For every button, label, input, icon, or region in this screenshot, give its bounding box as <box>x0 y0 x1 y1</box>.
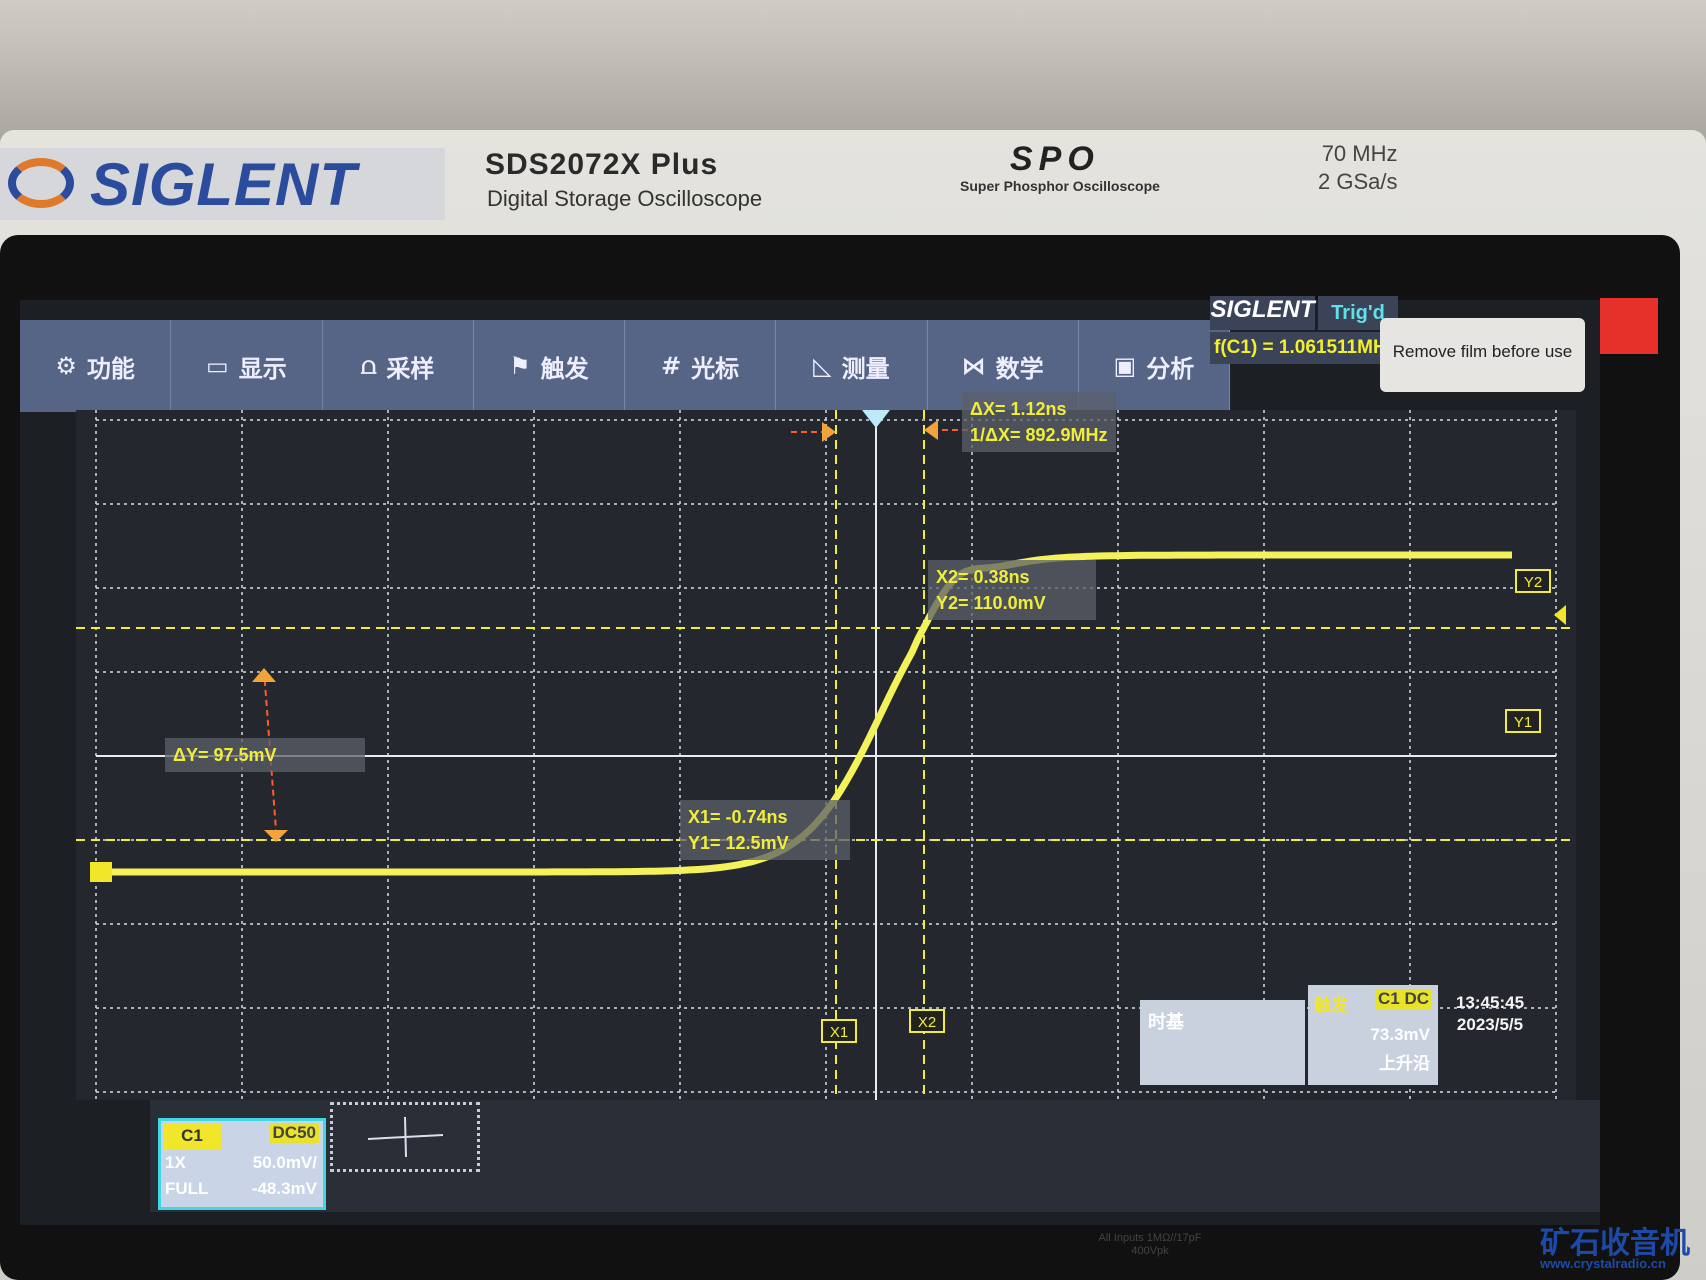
logo-panel <box>0 148 445 220</box>
frequency-counter: f(C1) = 1.061511MHz <box>1210 332 1390 364</box>
trigger-level-marker <box>1554 605 1566 625</box>
menu-label: 测量 <box>841 354 890 383</box>
spo-subtitle: Super Phosphor Oscilloscope <box>960 178 1160 194</box>
watermark-url: www.crystalradio.cn <box>1540 1256 1666 1271</box>
x2-readout: X2= 0.38ns Y2= 110.0mV <box>928 560 1096 620</box>
x2-value: X2= 0.38ns <box>936 567 1030 587</box>
channel-coupling: DC50 <box>269 1123 319 1143</box>
timebase-label: 时基 <box>1148 1012 1184 1033</box>
x1-value: X1= -0.74ns <box>688 807 788 827</box>
gear-icon: ⚙ <box>55 352 77 380</box>
plus-icon <box>367 1116 444 1158</box>
bandwidth-limit: FULL <box>165 1179 209 1198</box>
probe-ratio: 1X <box>165 1153 186 1172</box>
cursor-tag-y2 <box>1515 569 1551 593</box>
measure-triangle-icon: ◺ <box>813 352 832 380</box>
trigger-source: C1 DC <box>1374 989 1432 1009</box>
menu-label: 数学 <box>995 354 1044 383</box>
inputs-rating-label: All Inputs 1MΩ//17pF 400Vpk <box>1098 1232 1202 1257</box>
cursor-tag-label: Y2 <box>1524 574 1542 591</box>
menu-label: 显示 <box>238 354 287 383</box>
trigger-label: 触发 <box>1314 996 1348 1015</box>
channel-1-offset-marker <box>90 862 112 882</box>
menu-label: 触发 <box>540 354 589 383</box>
watermark: 矿石收音机 <box>1540 1226 1690 1261</box>
menu-label: 采样 <box>386 354 435 383</box>
protective-film-label: Remove film before use <box>1380 318 1585 392</box>
display-icon: ▭ <box>206 352 229 380</box>
menu-utility[interactable]: ⚙ 功能 <box>20 320 172 412</box>
film-pull-tab <box>1600 298 1658 354</box>
clock-date: 2023/5/5 <box>1456 1015 1524 1034</box>
background-wall <box>0 0 1706 140</box>
menu-cursors[interactable]: # 光标 <box>625 320 777 412</box>
cursor-tag-label: X1 <box>830 1024 848 1041</box>
bandwidth: 70 MHz <box>1321 141 1398 166</box>
arrow-left-icon <box>924 420 938 440</box>
spec-block: 70 MHz 2 GSa/s <box>1318 140 1397 196</box>
cursor-tag-label: X2 <box>918 1014 936 1031</box>
add-channel-button[interactable] <box>330 1102 480 1172</box>
clock-time: 13:45:45 <box>1455 993 1525 1012</box>
cursor-hash-icon: # <box>661 352 682 380</box>
menu-trigger[interactable]: ⚑ 触发 <box>474 320 625 412</box>
siglent-swirl-icon <box>8 158 74 208</box>
channel-name: C1 <box>163 1123 221 1149</box>
spo-logo: SPO <box>1010 140 1100 178</box>
trigger-slope: 上升沿 <box>1379 1054 1430 1073</box>
model-name: SDS2072X Plus <box>485 148 719 181</box>
cursor-tag-x1 <box>821 1019 857 1043</box>
status-bar <box>150 1100 1600 1212</box>
arrow-down-icon <box>264 830 288 842</box>
arrow-up-icon <box>252 668 276 682</box>
trigger-position-marker <box>862 410 890 428</box>
menu-analysis[interactable]: ▣ 分析 <box>1079 320 1230 412</box>
inverse-delta-x: 1/ΔX= 892.9MHz <box>970 425 1108 445</box>
trigger-flag-icon: ⚑ <box>509 352 531 380</box>
arrow-right-icon <box>822 422 836 442</box>
trigger-box[interactable]: 触发 C1 DC 73.3mV 上升沿 <box>1308 985 1438 1085</box>
screen-brand: SIGLENT <box>1210 296 1315 330</box>
cursor-tag-y1 <box>1505 709 1541 733</box>
menu-label: 分析 <box>1146 354 1195 383</box>
menu-display[interactable]: ▭ 显示 <box>171 320 323 412</box>
delta-x: ΔX= 1.12ns <box>970 399 1067 419</box>
acquire-icon: ⩍ <box>360 352 377 380</box>
menu-math[interactable]: ⋈ 数学 <box>928 320 1079 412</box>
vertical-offset: -48.3mV <box>251 1179 317 1198</box>
sample-rate: 2 GSa/s <box>1318 169 1398 194</box>
x1-readout: X1= -0.74ns Y1= 12.5mV <box>680 800 850 860</box>
vertical-scale: 50.0mV/ <box>252 1153 317 1172</box>
clock: 13:45:45 2023/5/5 <box>1440 970 1540 1040</box>
y1-value: Y1= 12.5mV <box>688 833 789 853</box>
cursor-tag-x2 <box>909 1009 945 1033</box>
timebase-box[interactable]: 时基 <box>1140 1000 1305 1085</box>
menu-label: 光标 <box>691 354 740 383</box>
menu-measure[interactable]: ◺ 测量 <box>776 320 928 412</box>
math-icon: ⋈ <box>961 352 986 380</box>
menu-acquire[interactable]: ⩍ 采样 <box>323 320 474 412</box>
y2-value: Y2= 110.0mV <box>936 593 1046 613</box>
channel-1-box[interactable]: C1 DC50 1X 50.0mV/ FULL -48.3mV <box>158 1118 326 1210</box>
menu-label: 功能 <box>86 354 135 383</box>
delta-x-readout: ΔX= 1.12ns 1/ΔX= 892.9MHz <box>962 392 1116 452</box>
analysis-icon: ▣ <box>1113 352 1137 380</box>
brand-logo: SIGLENT <box>90 151 358 218</box>
model-subtitle: Digital Storage Oscilloscope <box>487 186 763 211</box>
cursor-tag-label: Y1 <box>1514 714 1532 731</box>
delta-y-readout: ΔY= 97.5mV <box>165 738 365 772</box>
trigger-level: 73.3mV <box>1370 1025 1430 1044</box>
